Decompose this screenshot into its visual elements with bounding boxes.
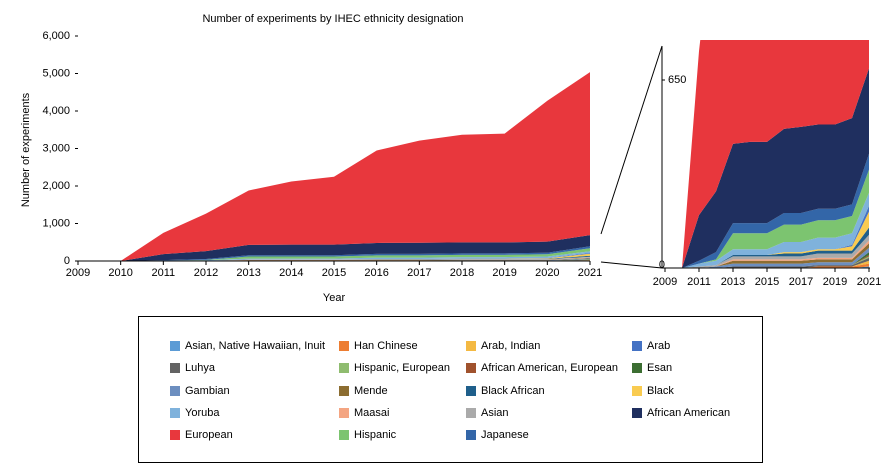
legend-swatch: [170, 430, 180, 440]
inset-plot: [665, 40, 869, 268]
area: [665, 192, 869, 268]
y-tick-label: 5,000: [42, 67, 70, 79]
legend-label: Yoruba: [185, 407, 220, 419]
x-tick-label: 2021: [578, 267, 602, 279]
x-tick-label: 2011: [152, 267, 176, 279]
legend-label: Mende: [354, 385, 388, 397]
legend-swatch: [632, 408, 642, 418]
inset-x-tick-label: 2009: [653, 276, 677, 288]
main-plot: [78, 72, 590, 262]
inset-x-tick-label: 2015: [755, 276, 779, 288]
area: [665, 169, 869, 268]
legend-swatch: [170, 408, 180, 418]
y-axis-label: Number of experiments: [20, 92, 32, 207]
legend-swatch: [466, 408, 476, 418]
x-tick-label: 2019: [492, 267, 516, 279]
area: [665, 153, 869, 268]
inset-x-tick-label: 2017: [789, 276, 813, 288]
legend-label: Black: [647, 385, 674, 397]
area: [665, 243, 869, 268]
area: [665, 68, 869, 268]
y-tick-label: 6,000: [42, 30, 70, 42]
area: [78, 257, 590, 261]
legend-box: [138, 316, 763, 463]
x-tick-label: 2014: [279, 267, 303, 279]
zoom-line: [600, 261, 663, 269]
legend-label: Arab: [647, 340, 670, 352]
x-tick-label: 2010: [108, 267, 132, 279]
legend-label: Gambian: [185, 385, 230, 397]
legend-label: Hispanic, European: [354, 362, 450, 374]
y-tick-label: 4,000: [42, 105, 70, 117]
legend-label: Luhya: [185, 362, 216, 374]
legend-swatch: [170, 341, 180, 351]
legend-swatch: [632, 363, 642, 373]
legend-label: Black African: [481, 385, 545, 397]
area: [78, 235, 590, 261]
y-tick-label: 0: [64, 255, 70, 267]
legend-label: Arab, Indian: [481, 340, 540, 352]
legend-swatch: [339, 430, 349, 440]
inset-y-tick-label: 0: [659, 259, 665, 271]
legend-swatch: [632, 386, 642, 396]
legend-label: Maasai: [354, 407, 389, 419]
area: [665, 257, 869, 268]
legend: Asian, Native Hawaiian, Inuit Han Chinese…: [170, 340, 730, 441]
x-tick-label: 2018: [450, 267, 474, 279]
legend-swatch: [339, 408, 349, 418]
inset-x-tick-label: 2011: [687, 276, 711, 288]
inset-x-tick-label: 2013: [721, 276, 745, 288]
area: [78, 248, 590, 261]
legend-swatch: [466, 386, 476, 396]
x-tick-label: 2015: [322, 267, 346, 279]
area: [665, 40, 869, 268]
legend-label: Esan: [647, 362, 672, 374]
legend-swatch: [466, 341, 476, 351]
legend-swatch: [466, 430, 476, 440]
legend-label: European: [185, 429, 233, 441]
x-tick-label: 2012: [194, 267, 218, 279]
y-tick-label: 2,000: [42, 180, 70, 192]
x-tick-label: 2017: [407, 267, 431, 279]
legend-swatch: [632, 341, 642, 351]
zoom-line: [600, 45, 663, 235]
x-tick-label: 2020: [535, 267, 559, 279]
legend-label: African American: [647, 407, 730, 419]
legend-swatch: [170, 363, 180, 373]
axes: 2009 2010 2011 2012 2013 2014 2015 2016 2017 2018…: [42, 30, 881, 288]
x-axis-label: Year: [323, 292, 346, 304]
chart-title: Number of experiments by IHEC ethnicity …: [202, 13, 463, 25]
legend-label: Asian: [481, 407, 509, 419]
x-tick-label: 2009: [66, 267, 90, 279]
area: [665, 263, 869, 268]
area: [78, 246, 590, 261]
legend-swatch: [339, 363, 349, 373]
x-tick-label: 2016: [364, 267, 388, 279]
area: [78, 258, 590, 261]
area: [78, 251, 590, 261]
legend-label: Japanese: [481, 429, 529, 441]
legend-swatch: [339, 341, 349, 351]
legend-swatch: [170, 386, 180, 396]
inset-y-tick-label: 650: [668, 74, 686, 86]
legend-label: Asian, Native Hawaiian, Inuit: [185, 340, 325, 352]
legend-swatch: [466, 363, 476, 373]
inset-x-tick-label: 2021: [857, 276, 881, 288]
legend-label: African American, European: [481, 362, 618, 374]
legend-swatch: [339, 386, 349, 396]
legend-label: Han Chinese: [354, 340, 418, 352]
inset-x-tick-label: 2019: [823, 276, 847, 288]
y-tick-label: 3,000: [42, 142, 70, 154]
area: [665, 247, 869, 268]
legend-label: Hispanic: [354, 429, 397, 441]
y-tick-label: 1,000: [42, 217, 70, 229]
x-tick-label: 2013: [236, 267, 260, 279]
area: [78, 72, 590, 262]
